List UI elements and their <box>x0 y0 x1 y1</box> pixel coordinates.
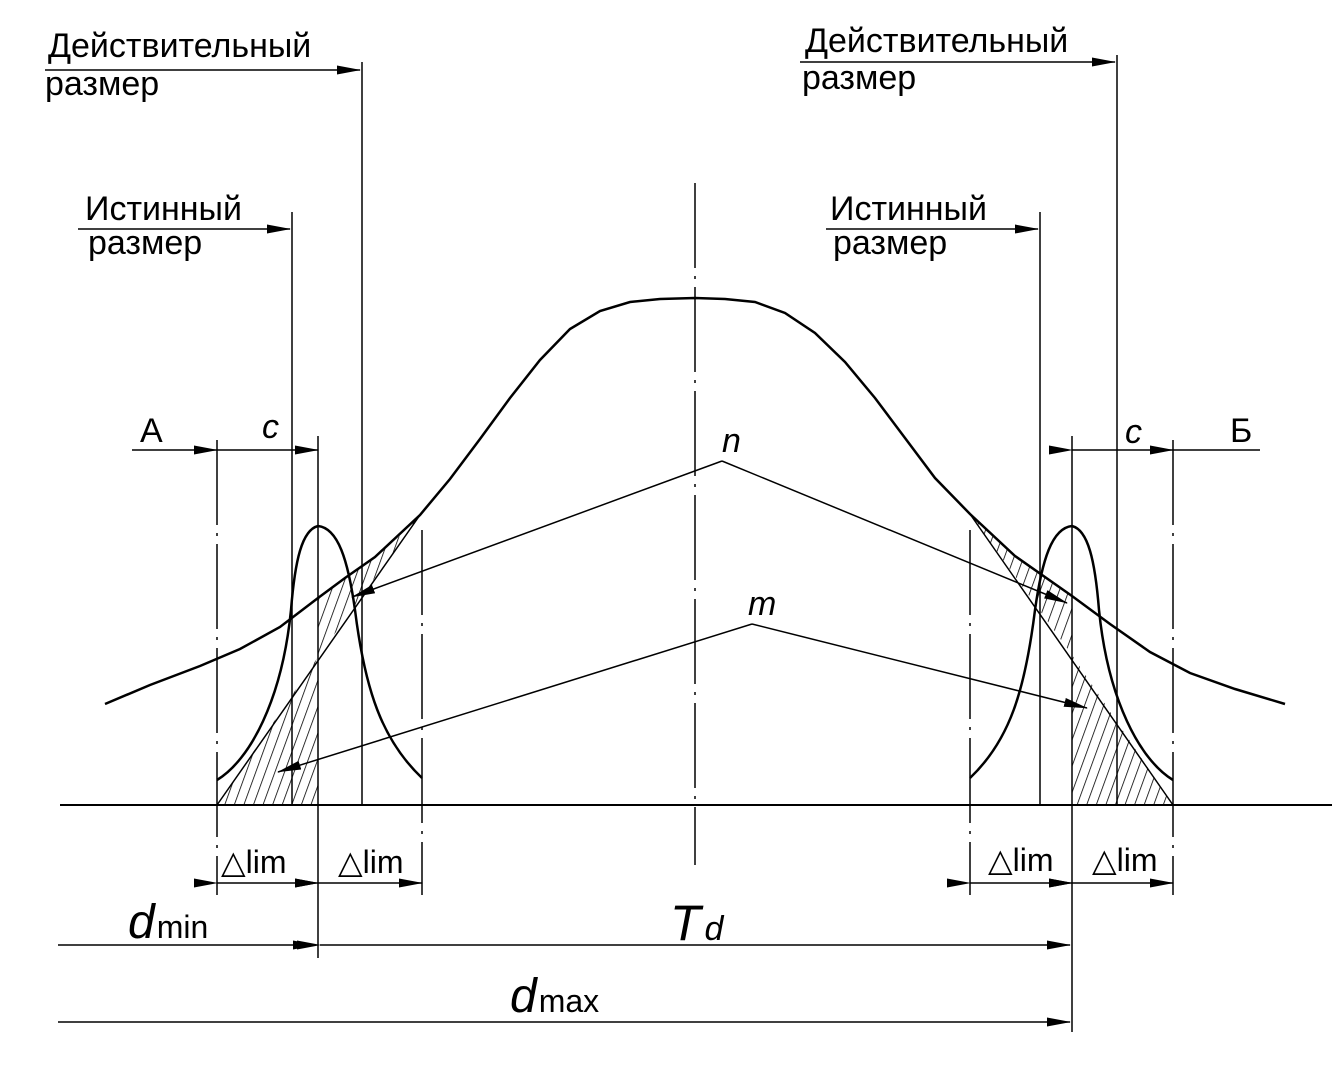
dmax-main: d <box>510 970 538 1023</box>
dmin-label: dmin <box>128 896 208 949</box>
delta-lim-label-1: △lim <box>221 844 286 880</box>
delta-lim-label-4: △lim <box>1092 842 1157 878</box>
td-sub: d <box>705 910 725 948</box>
n-label: n <box>722 422 741 460</box>
left-true-size-label-1: Истинный <box>85 190 242 228</box>
main-distribution-curve <box>104 296 1286 706</box>
dmax-sub: max <box>539 983 599 1019</box>
left-true-size-label-2: размер <box>88 224 202 262</box>
point-B-label: Б <box>1230 412 1252 450</box>
n-pointer-left <box>351 460 723 598</box>
right-actual-size-label-1: Действительный <box>805 22 1068 60</box>
right-actual-size-label-2: размер <box>802 59 916 97</box>
delta-lim-label-3: △lim <box>988 842 1053 878</box>
left-actual-size-label-2: размер <box>45 65 159 103</box>
left-c-label: c <box>262 408 279 446</box>
dmin-sub: min <box>157 909 209 945</box>
td-main: T <box>670 895 704 951</box>
dmax-label: dmax <box>510 970 599 1023</box>
m-pointer-right <box>751 623 1088 709</box>
m-label: m <box>748 585 776 623</box>
delta-lim-label-2: △lim <box>338 844 403 880</box>
right-true-size-label-1: Истинный <box>830 190 987 228</box>
m-pointer-left <box>277 623 753 773</box>
right-c-label: c <box>1125 413 1142 451</box>
right-true-size-label-2: размер <box>833 224 947 262</box>
left-actual-size-label-1: Действительный <box>48 27 311 65</box>
n-pointer-right <box>721 460 1068 604</box>
dmin-main: d <box>128 896 156 949</box>
point-A-label: А <box>140 412 163 450</box>
